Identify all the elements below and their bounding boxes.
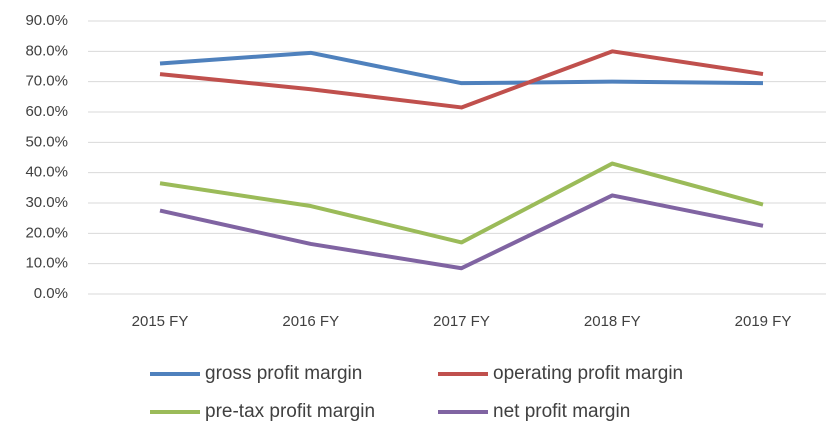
y-tick-label: 60.0% bbox=[25, 103, 68, 120]
y-tick-label: 10.0% bbox=[25, 255, 68, 272]
legend-label: operating profit margin bbox=[493, 363, 683, 384]
x-tick-label: 2018 FY bbox=[584, 313, 641, 330]
y-tick-label: 40.0% bbox=[25, 164, 68, 181]
y-tick-label: 0.0% bbox=[34, 285, 68, 302]
x-tick-label: 2015 FY bbox=[132, 313, 189, 330]
y-tick-label: 70.0% bbox=[25, 73, 68, 90]
series-line bbox=[159, 50, 764, 86]
x-tick-label: 2017 FY bbox=[433, 313, 490, 330]
legend-label: net profit margin bbox=[493, 401, 630, 422]
legend-label: pre-tax profit margin bbox=[205, 401, 375, 422]
legend-label: gross profit margin bbox=[205, 363, 362, 384]
series-line bbox=[159, 193, 764, 271]
y-tick-label: 50.0% bbox=[25, 133, 68, 150]
x-tick-label: 2016 FY bbox=[282, 313, 339, 330]
y-tick-label: 20.0% bbox=[25, 224, 68, 241]
y-tick-label: 90.0% bbox=[25, 12, 68, 29]
x-tick-label: 2019 FY bbox=[735, 313, 792, 330]
y-tick-label: 80.0% bbox=[25, 42, 68, 59]
series-line bbox=[159, 49, 764, 110]
y-tick-label: 30.0% bbox=[25, 194, 68, 211]
series-line bbox=[159, 161, 764, 245]
